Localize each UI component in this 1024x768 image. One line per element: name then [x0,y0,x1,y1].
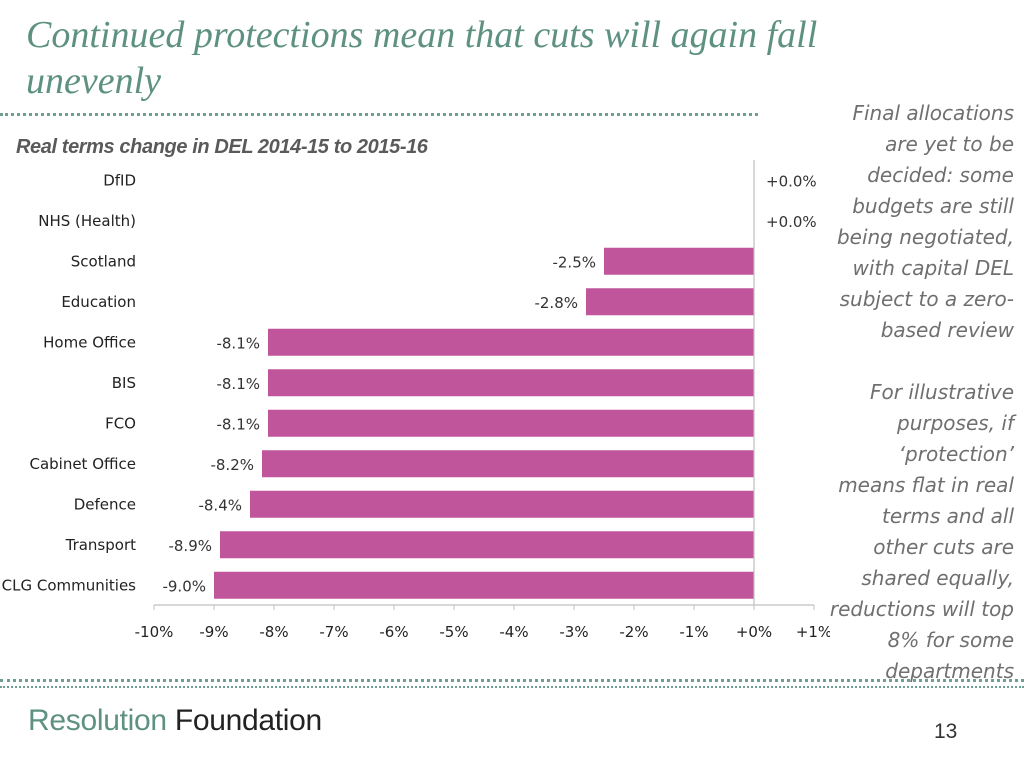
bar-bis [268,369,754,397]
bar-clg-communities [214,571,754,599]
x-tick-label: -2% [619,623,648,641]
category-label: BIS [112,374,136,392]
x-tick-label: +0% [736,623,772,641]
side-note-allocations: Final allocations are yet to be decided:… [836,101,1014,342]
value-label: -2.5% [552,253,596,271]
chart-title: Real terms change in DEL 2014-15 to 2015… [16,136,428,158]
value-label: -8.1% [216,375,260,393]
category-label: Education [61,293,136,311]
bar-defence [250,490,754,518]
category-label: Scotland [71,252,136,270]
x-tick-label: -5% [439,623,468,641]
top-dotted-divider [0,113,758,116]
bar-transport [220,531,754,559]
value-label: -8.1% [216,415,260,433]
value-label: +0.0% [766,213,817,231]
value-label: -8.9% [168,537,212,555]
del-change-bar-chart: DfID +0.0% NHS (Health) +0.0% Scotland -2.5% E… [2,160,830,641]
value-label: -8.1% [216,334,260,352]
slide-title: Continued protections mean that cuts wil… [26,14,818,102]
category-label: Cabinet Office [29,455,136,473]
bottom-dotted-divider-second [0,686,1024,688]
side-note: Final allocations are yet to be decided:… [826,98,1014,687]
x-tick-label: -8% [259,623,288,641]
x-tick-label: -3% [559,623,588,641]
logo-word-foundation: Foundation [174,704,322,737]
x-tick-label: -9% [199,623,228,641]
x-tick-label: -4% [499,623,528,641]
bar-home-office [268,328,754,356]
logo-word-resolution: Resolution [28,704,167,737]
bar-fco [268,409,754,437]
resolution-foundation-logo: Resolution Foundation [28,704,322,738]
category-label: Home Office [43,333,136,351]
category-label: DfID [103,171,136,189]
category-label: NHS (Health) [38,212,136,230]
value-label: +0.0% [766,172,817,190]
x-tick-label: -1% [679,623,708,641]
bottom-dotted-divider [0,679,1024,682]
value-label: -8.2% [210,456,254,474]
side-note-illustrative: For illustrative purposes, if ‘protectio… [829,380,1014,683]
side-note-spacer [826,346,1014,377]
bar-cabinet-office [262,450,754,478]
category-label: FCO [105,414,136,432]
bar-education [586,288,754,316]
value-label: -9.0% [162,577,206,595]
bar-scotland [604,247,754,275]
value-label: -2.8% [534,294,578,312]
x-tick-label: -10% [135,623,174,641]
x-tick-label: -7% [319,623,348,641]
page-number: 13 [934,720,958,743]
category-label: CLG Communities [2,576,137,594]
value-label: -8.4% [198,496,242,514]
x-tick-label: +1% [796,623,830,641]
x-tick-label: -6% [379,623,408,641]
category-label: Transport [65,536,137,554]
category-label: Defence [74,495,136,513]
